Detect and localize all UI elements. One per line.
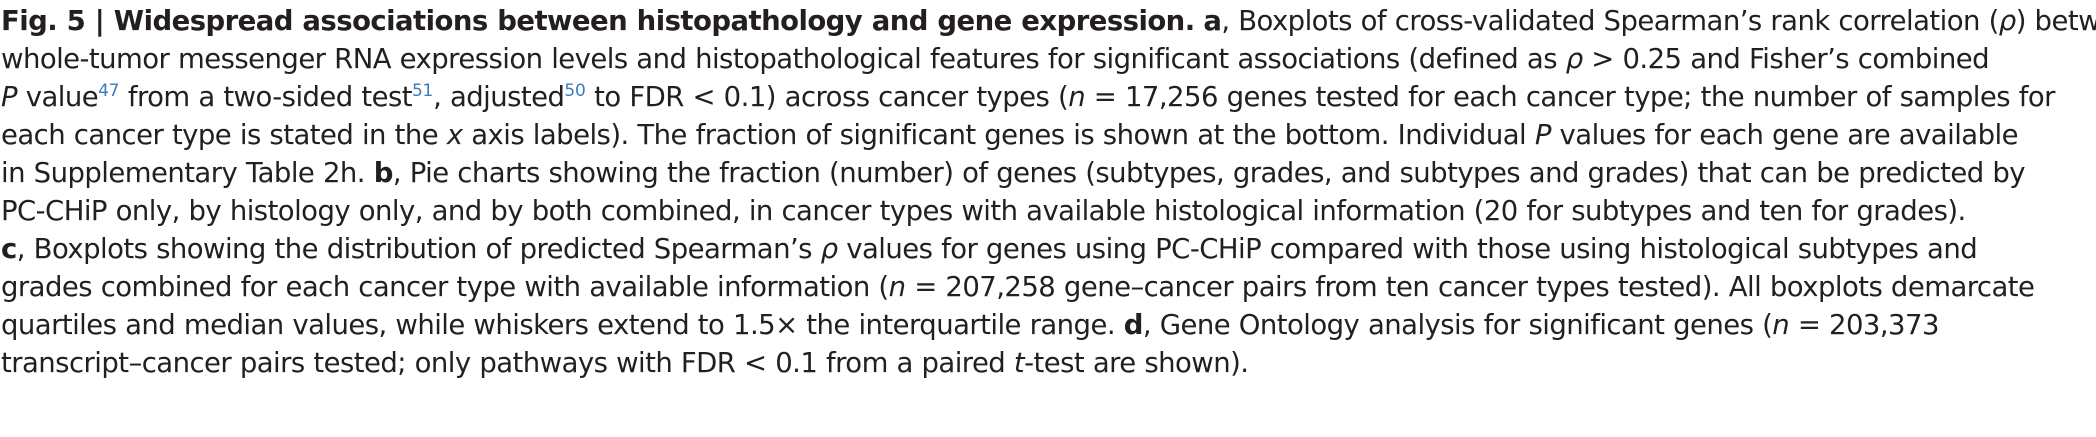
- caption-line: whole-tumor messenger RNA expression lev…: [1, 40, 2091, 78]
- caption-italic-text: n: [888, 271, 906, 303]
- caption-text: > 0.25 and Fisher’s combined: [1582, 43, 1990, 75]
- caption-text: , Boxplots of cross-validated Spearman’s…: [1221, 5, 1999, 37]
- caption-bold-text: b: [373, 157, 394, 189]
- caption-line: in Supplementary Table 2h. b, Pie charts…: [1, 154, 2091, 192]
- caption-text: axis labels). The fraction of significan…: [462, 119, 1535, 151]
- caption-line: grades combined for each cancer type wit…: [1, 268, 2091, 306]
- caption-bold-text: d: [1123, 309, 1144, 341]
- caption-bold-text: Fig. 5 | Widespread associations between…: [1, 5, 1195, 37]
- caption-italic-text: ρ: [820, 233, 838, 265]
- reference-superscript[interactable]: 51: [412, 81, 434, 101]
- caption-italic-text: ρ: [1998, 5, 2016, 37]
- caption-text: = 203,373: [1789, 309, 1940, 341]
- caption-line: Fig. 5 | Widespread associations between…: [1, 2, 2096, 40]
- caption-line: quartiles and median values, while whisk…: [1, 306, 2091, 344]
- caption-text: in Supplementary Table 2h.: [1, 157, 374, 189]
- caption-bold-text: c: [1, 233, 17, 265]
- caption-text: , Pie charts showing the fraction (numbe…: [392, 157, 2026, 189]
- caption-text: = 17,256 genes tested for each cancer ty…: [1085, 81, 2056, 113]
- caption-line: transcript–cancer pairs tested; only pat…: [1, 344, 2091, 382]
- caption-text: [1195, 5, 1204, 37]
- caption-text: whole-tumor messenger RNA expression lev…: [1, 43, 1566, 75]
- caption-text: ) between: [2015, 5, 2096, 37]
- caption-italic-text: x: [446, 119, 463, 151]
- caption-line: P value47 from a two-sided test51, adjus…: [1, 78, 2091, 116]
- caption-bold-text: a: [1203, 5, 1222, 37]
- reference-superscript[interactable]: 47: [98, 81, 120, 101]
- caption-text: grades combined for each cancer type wit…: [1, 271, 889, 303]
- figure-caption: Fig. 5 | Widespread associations between…: [1, 2, 2096, 382]
- caption-text: from a two-sided test: [119, 81, 413, 113]
- caption-text: to FDR < 0.1) across cancer types (: [585, 81, 1069, 113]
- caption-text: values for each gene are available: [1550, 119, 2019, 151]
- caption-text: -test are shown).: [1024, 347, 1249, 379]
- caption-italic-text: ρ: [1565, 43, 1583, 75]
- caption-line: PC-CHiP only, by histology only, and by …: [1, 192, 2091, 230]
- caption-text: each cancer type is stated in the: [1, 119, 447, 151]
- caption-text: value: [17, 81, 99, 113]
- caption-text: , Gene Ontology analysis for significant…: [1142, 309, 1773, 341]
- caption-line: c, Boxplots showing the distribution of …: [1, 230, 2091, 268]
- reference-superscript[interactable]: 50: [564, 81, 586, 101]
- caption-text: , Boxplots showing the distribution of p…: [16, 233, 821, 265]
- caption-italic-text: n: [1068, 81, 1086, 113]
- caption-text: transcript–cancer pairs tested; only pat…: [1, 347, 1014, 379]
- caption-italic-text: P: [1534, 119, 1552, 151]
- caption-text: quartiles and median values, while whisk…: [1, 309, 1124, 341]
- caption-italic-text: P: [1, 81, 18, 113]
- caption-text: , adjusted: [433, 81, 565, 113]
- caption-italic-text: t: [1013, 347, 1025, 379]
- caption-text: PC-CHiP only, by histology only, and by …: [1, 195, 1966, 227]
- caption-italic-text: n: [1772, 309, 1790, 341]
- caption-text: values for genes using PC-CHiP compared …: [837, 233, 1978, 265]
- caption-line: each cancer type is stated in the x axis…: [1, 116, 2091, 154]
- caption-text: = 207,258 gene–cancer pairs from ten can…: [905, 271, 2035, 303]
